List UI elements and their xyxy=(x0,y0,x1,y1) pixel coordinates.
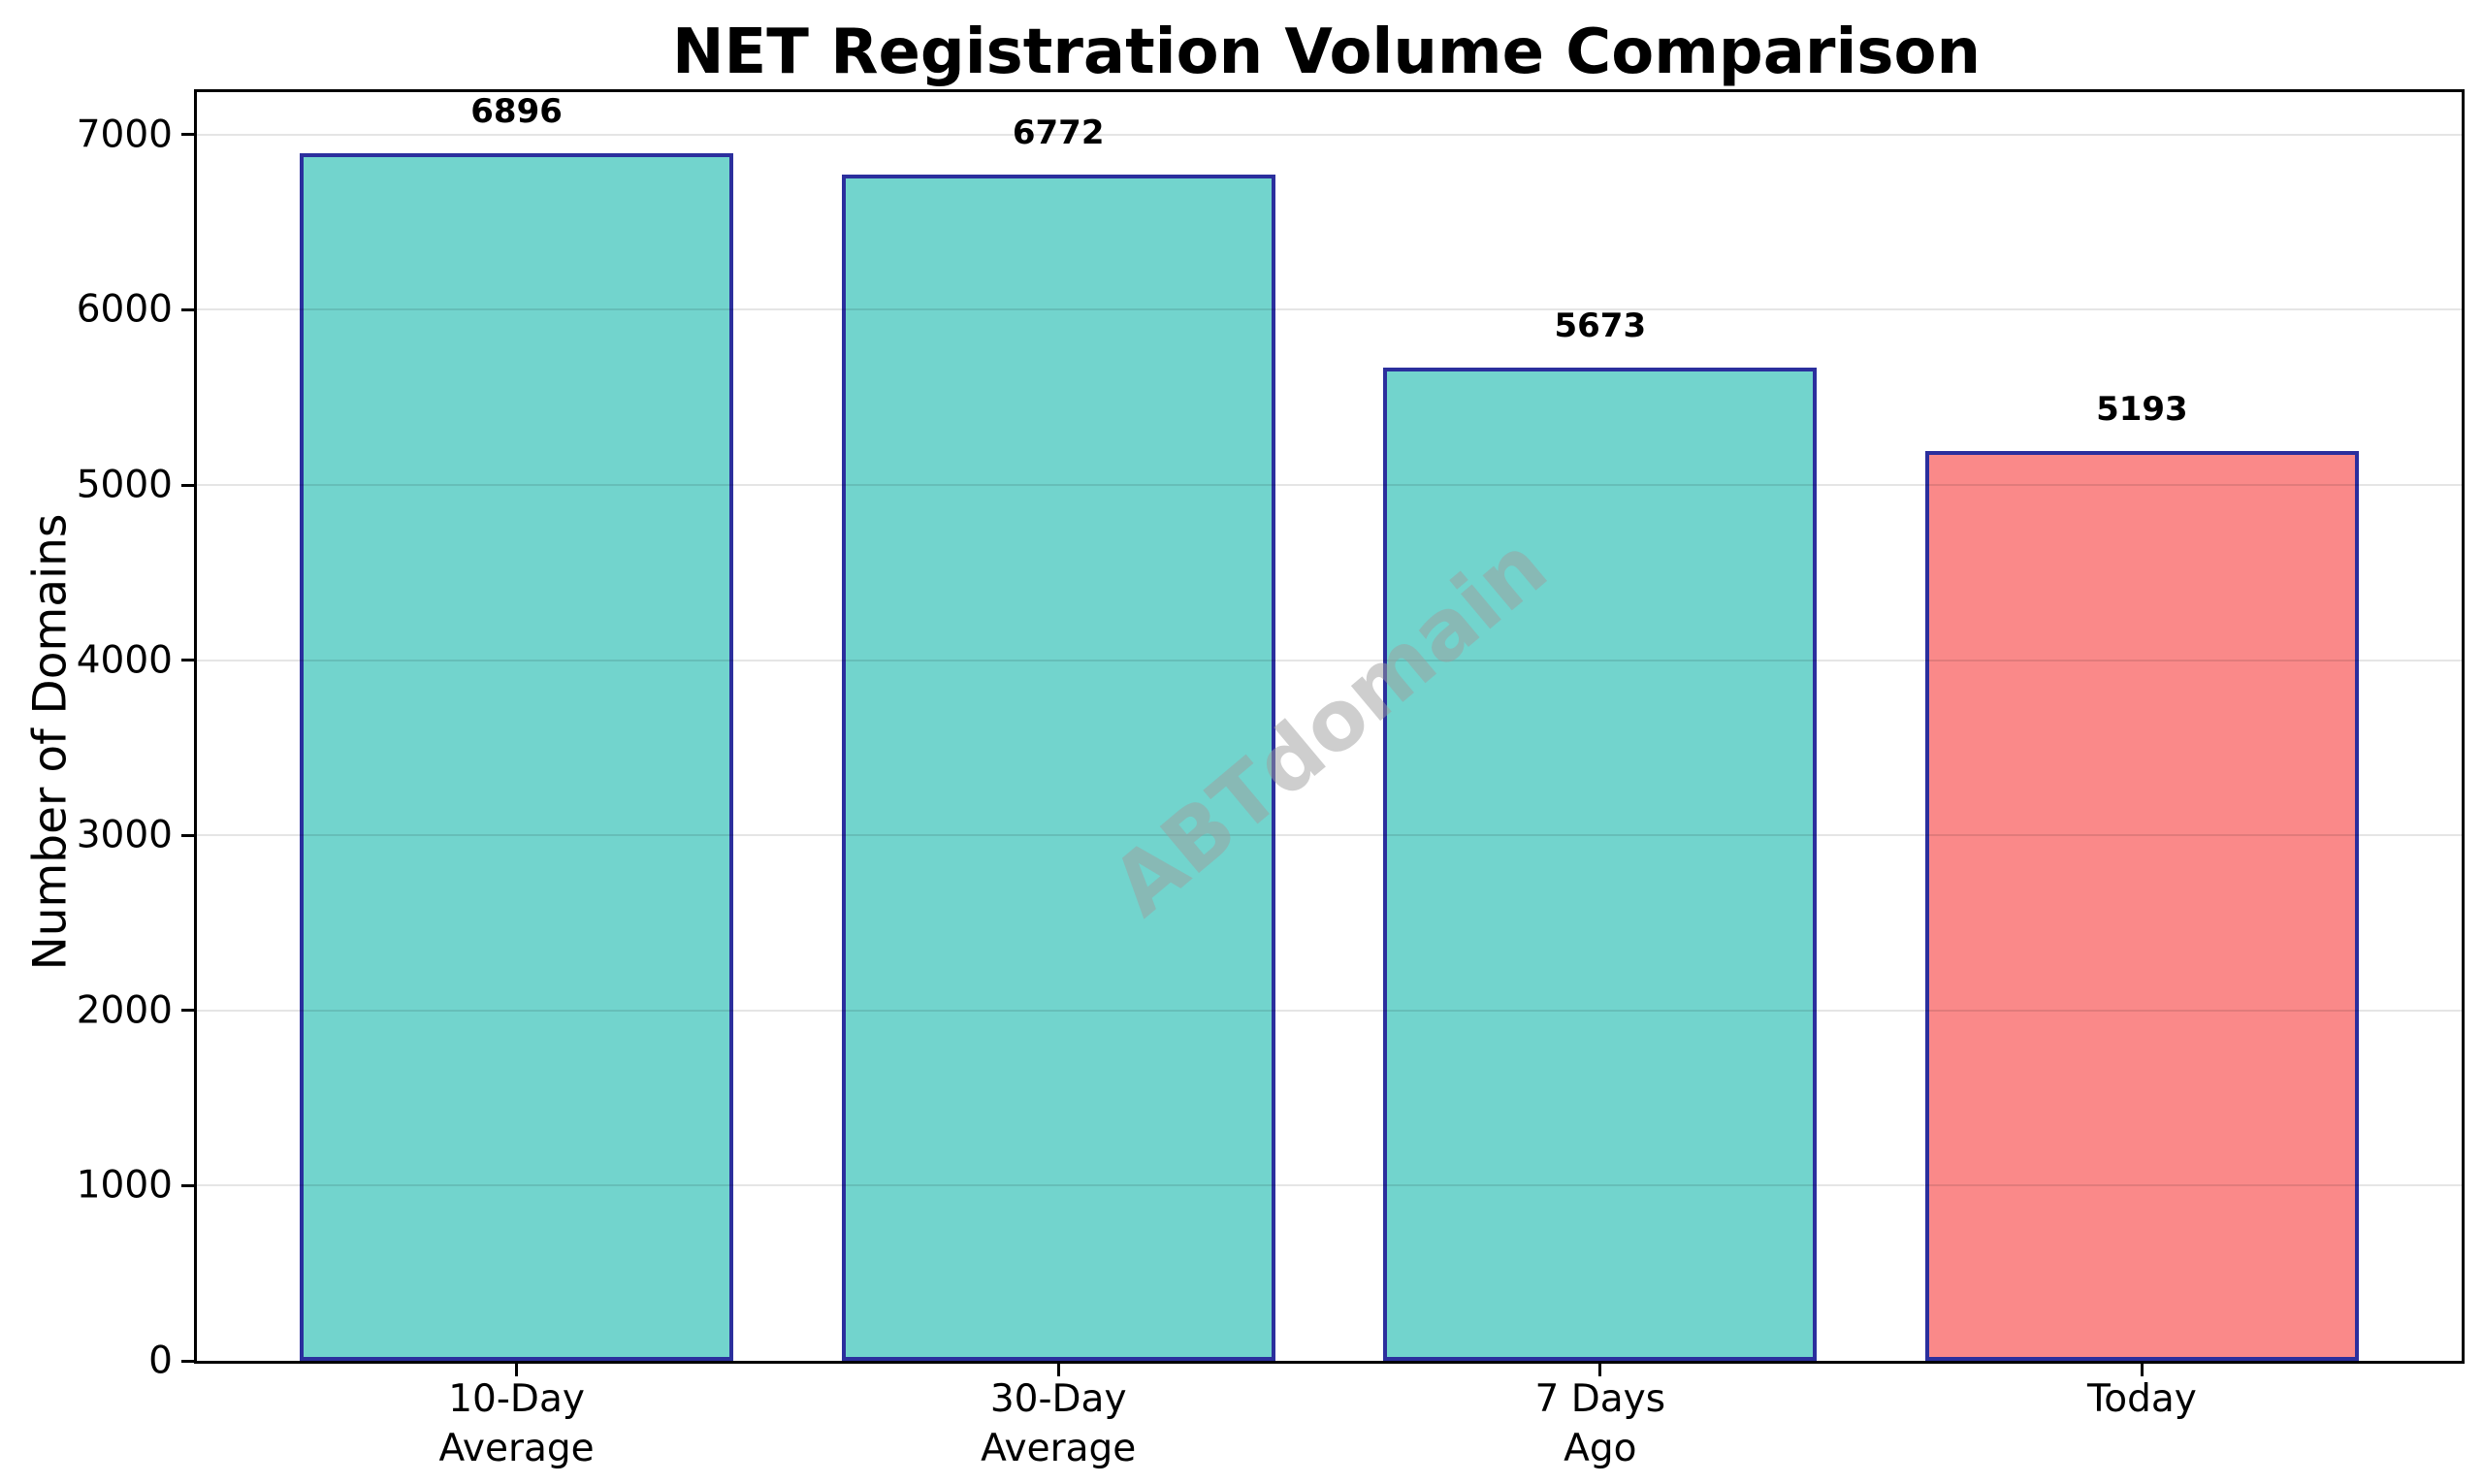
y-tick-label: 7000 xyxy=(76,113,173,157)
y-tick xyxy=(181,133,194,137)
bar xyxy=(300,152,733,1361)
bar xyxy=(1924,451,2359,1361)
x-tick xyxy=(2140,1364,2144,1376)
y-tick-label: 4000 xyxy=(76,638,173,683)
y-tick-label: 3000 xyxy=(76,813,173,857)
chart-title: NET Registration Volume Comparison xyxy=(671,16,1982,88)
x-tick-label: 7 Days Ago xyxy=(1534,1377,1666,1470)
plot-area: ABTdomain 0 1000 2000 3000 4000 5000 6000 7000 6… xyxy=(77,89,2465,1470)
bar-value-label: 6772 xyxy=(1012,113,1105,153)
y-tick-label: 0 xyxy=(148,1339,173,1383)
gridline xyxy=(197,1009,2462,1012)
gridline xyxy=(197,659,2462,661)
y-axis-label: Number of Domains xyxy=(23,513,78,971)
gridline xyxy=(197,133,2462,136)
y-tick xyxy=(181,1009,194,1013)
bar-value-label: 5673 xyxy=(1554,306,1647,345)
gridline xyxy=(197,308,2462,311)
y-tick-label: 6000 xyxy=(76,287,173,332)
y-tick xyxy=(181,659,194,662)
y-tick xyxy=(181,483,194,487)
y-tick-label: 2000 xyxy=(76,988,173,1033)
y-tick-label: 1000 xyxy=(76,1163,173,1208)
x-tick xyxy=(1056,1364,1060,1376)
gridline xyxy=(197,834,2462,837)
gridline xyxy=(197,484,2462,487)
y-tick xyxy=(181,1359,194,1363)
bar xyxy=(841,175,1275,1361)
bar-value-label: 6896 xyxy=(470,91,563,131)
x-tick xyxy=(1598,1364,1602,1376)
gridline xyxy=(197,1184,2462,1187)
y-tick xyxy=(181,307,194,311)
y-tick-label: 5000 xyxy=(76,463,173,507)
x-tick-label: Today xyxy=(2087,1377,2197,1421)
y-tick xyxy=(181,1183,194,1187)
x-tick-label: 10-Day Average xyxy=(438,1377,595,1470)
x-tick xyxy=(515,1364,519,1376)
x-tick-label: 30-Day Average xyxy=(981,1377,1137,1470)
bar-value-label: 5193 xyxy=(2096,390,2188,430)
bar xyxy=(1383,367,1818,1361)
y-tick xyxy=(181,833,194,837)
